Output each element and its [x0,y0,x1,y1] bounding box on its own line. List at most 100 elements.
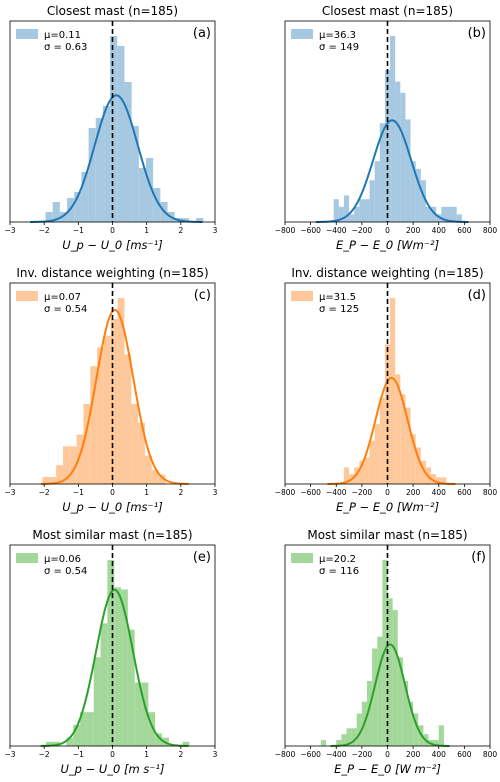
histogram-bar [76,434,84,484]
histogram-bar [114,587,122,746]
histogram-bar [131,125,139,222]
x-tick-label: −200 [352,750,373,759]
histogram-bar [93,657,101,746]
histogram-bar [436,214,442,222]
histogram-bar [45,741,53,746]
histogram-bar [408,701,414,746]
histogram-bar [441,206,447,222]
x-tick-label: 600 [457,750,472,759]
histogram-bar [402,681,408,746]
histogram-bar [377,636,383,746]
x-tick-label: −600 [300,750,321,759]
histogram-bar [153,187,161,222]
legend: μ=0.07σ = 0.54 [16,291,87,315]
x-tick-label: 200 [406,226,421,235]
x-tick-label: −800 [275,488,296,497]
legend-sigma: σ = 0.63 [44,42,87,53]
histogram-bar [364,199,370,222]
normal-fit-curve [41,308,189,485]
x-tick-label: −1 [73,750,84,759]
legend-sigma: σ = 0.54 [44,566,87,577]
legend-sigma: σ = 116 [319,566,359,577]
histogram-bar [151,469,159,484]
x-tick-label: −200 [352,226,373,235]
x-tick-label: 2 [178,750,183,759]
histogram-bar [354,206,360,222]
histogram-bar [56,465,63,484]
histogram-bar [338,206,344,222]
chart-title: Closest mast (n=185) [322,4,453,18]
panel-label: (a) [193,26,211,41]
chart-panel-f: Most similar mast (n=185) −800 −600 −400 −20… [275,528,498,776]
histogram-bar [400,92,406,222]
histogram-bar [372,648,378,746]
chart-title: Most similar mast (n=185) [307,528,467,542]
histogram-bar [384,70,391,222]
histogram-bar [52,741,60,746]
histogram-bar [102,105,111,222]
histogram-bar [351,728,357,746]
histogram-bar [420,460,426,484]
histogram-bar [62,446,70,484]
normal-fit-curve [327,376,456,485]
x-tick-label: 400 [432,226,447,235]
x-tick-label: −600 [300,226,321,235]
legend-swatch [16,29,38,39]
x-axis-label: U_p − U_0 [ms⁻¹] [62,238,162,252]
chart-panel-c: Inv. distance weighting (n=185) −3 −2 −1 0 1 2… [4,266,217,514]
histogram-bar [42,476,50,484]
chart-title: Closest mast (n=185) [47,4,178,18]
x-tick-label: 400 [432,488,447,497]
histogram-bar [134,682,142,746]
x-tick-label: −200 [352,488,373,497]
histogram-bar [80,712,87,746]
histogram-bar [405,407,411,484]
histogram-bar [367,681,373,746]
histogram-bar [425,206,432,222]
histogram-bar [410,434,416,484]
histogram-bar [359,199,365,222]
chart-title: Inv. distance weighting (n=185) [16,266,208,280]
histogram-bar [343,195,350,222]
legend-mu: μ=0.07 [44,292,81,303]
histogram-bar [100,623,108,746]
legend: μ=0.11σ = 0.63 [16,29,87,53]
histogram-bar [138,167,146,222]
panel-label: (e) [193,550,211,565]
x-tick-label: −1 [73,226,84,235]
x-tick-label: 0 [110,226,115,235]
histogram-bar [141,682,149,746]
x-axis-label: U_p − U_0 [ms⁻¹] [62,500,162,514]
histogram-bar [144,455,152,484]
x-tick-label: −2 [39,488,50,497]
legend-mu: μ=31.5 [319,292,356,303]
x-tick-label: −3 [4,750,15,759]
legend-mu: μ=0.06 [44,554,81,565]
histogram-bar [382,559,388,746]
x-tick-label: 800 [483,488,498,497]
legend-sigma: σ = 0.54 [44,304,87,315]
legend: μ=20.2σ = 116 [291,553,359,577]
histogram-bar [349,214,355,222]
x-tick-label: 3 [213,488,218,497]
histogram-bar [374,424,380,484]
chart-title: Inv. distance weighting (n=185) [291,266,483,280]
histogram-bar [374,161,380,222]
histogram-bar [379,397,385,484]
histogram-bar [45,211,53,222]
histogram-bar [117,297,125,484]
histogram-bar [336,740,342,746]
x-tick-label: −400 [326,750,347,759]
panel-label: (b) [468,26,486,41]
legend-swatch [291,291,313,301]
histogram-bar [124,354,132,484]
histogram-bar [446,206,452,222]
histogram-bar [343,467,350,484]
histogram-bar [127,629,135,746]
legend-swatch [16,291,38,301]
histogram-bar [436,477,442,484]
x-tick-label: −2 [39,750,50,759]
histogram-bar [320,740,326,746]
histogram-bar [103,335,111,484]
histogram-bar [387,598,393,746]
